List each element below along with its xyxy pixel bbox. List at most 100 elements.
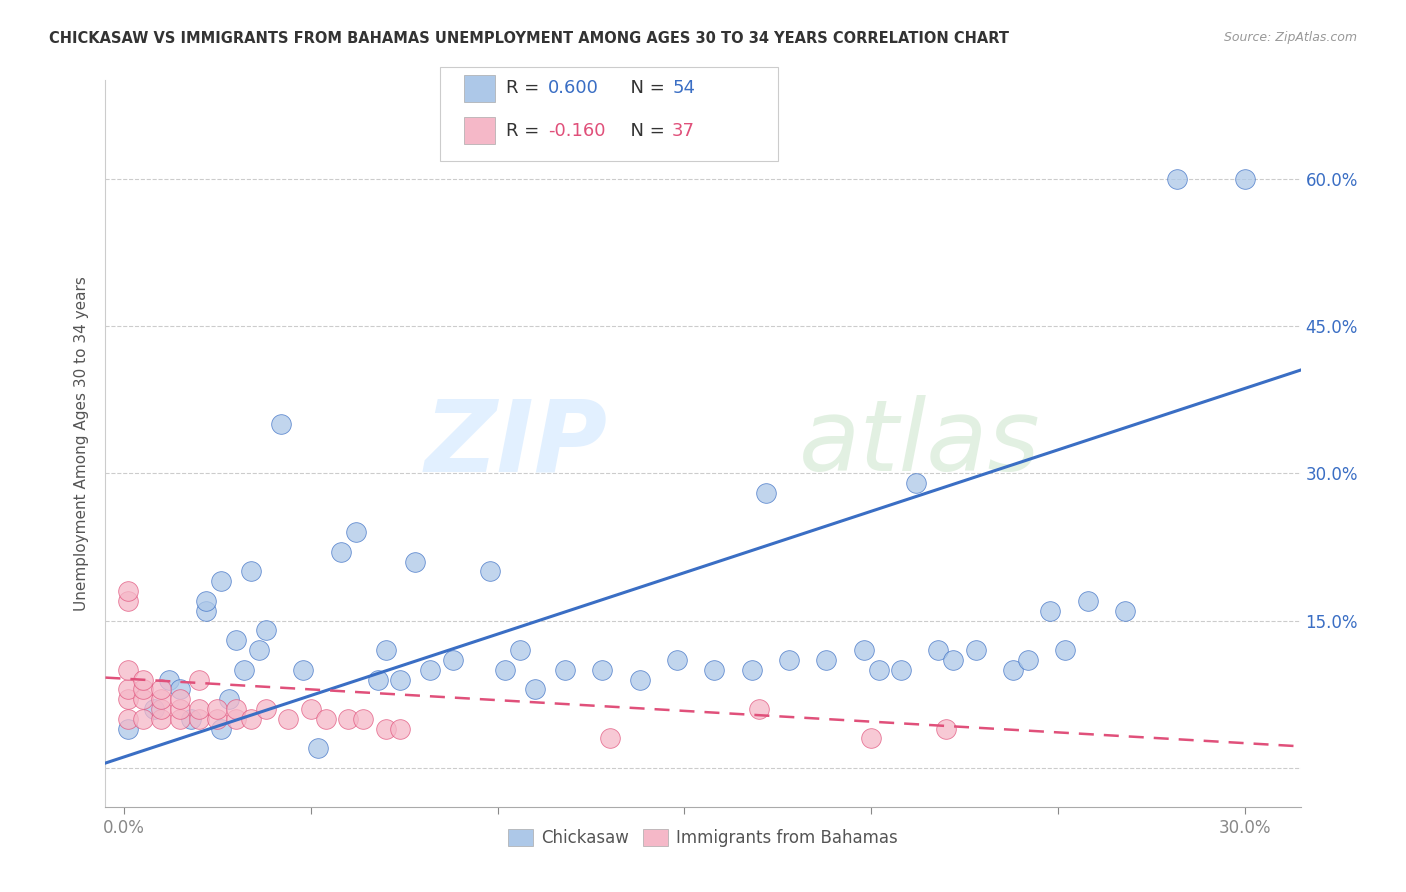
Point [240, 565, 263, 579]
Point [195, 604, 218, 618]
Point [337, 712, 360, 726]
Point [367, 673, 389, 687]
Point [299, 702, 322, 716]
Point [344, 525, 367, 540]
Point [150, 702, 173, 716]
Point [1001, 663, 1024, 677]
Point [523, 682, 546, 697]
Text: 0.600: 0.600 [548, 79, 599, 97]
Point [132, 692, 155, 706]
Point [254, 624, 277, 638]
Point [254, 702, 277, 716]
Point [117, 663, 139, 677]
Point [494, 663, 516, 677]
Point [755, 486, 778, 500]
Point [157, 673, 180, 687]
Point [209, 722, 232, 736]
Point [852, 643, 875, 657]
Text: CHICKASAW VS IMMIGRANTS FROM BAHAMAS UNEMPLOYMENT AMONG AGES 30 TO 34 YEARS CORR: CHICKASAW VS IMMIGRANTS FROM BAHAMAS UNE… [49, 31, 1010, 46]
Point [404, 555, 426, 569]
Point [389, 673, 412, 687]
Point [1039, 604, 1062, 618]
Point [374, 722, 396, 736]
Point [509, 643, 531, 657]
Text: 54: 54 [672, 79, 695, 97]
Point [207, 702, 229, 716]
Point [748, 702, 770, 716]
Text: ZIP: ZIP [425, 395, 607, 492]
Point [117, 682, 139, 697]
Point [815, 653, 838, 667]
Point [441, 653, 464, 667]
Point [868, 663, 890, 677]
Point [169, 712, 191, 726]
Point [117, 584, 139, 599]
Point [132, 712, 155, 726]
Point [187, 702, 209, 716]
Point [927, 643, 949, 657]
Point [479, 565, 502, 579]
Point [225, 712, 247, 726]
Point [703, 663, 725, 677]
Point [150, 692, 173, 706]
Point [292, 663, 315, 677]
Point [270, 417, 292, 431]
Point [890, 663, 912, 677]
Point [169, 682, 191, 697]
Point [778, 653, 800, 667]
Point [225, 702, 247, 716]
Text: N =: N = [619, 79, 671, 97]
Point [591, 663, 613, 677]
Point [132, 682, 155, 697]
Point [207, 712, 229, 726]
Point [1166, 171, 1188, 186]
Text: N =: N = [619, 121, 671, 140]
Point [860, 731, 883, 746]
Point [209, 574, 232, 589]
Point [315, 712, 337, 726]
Point [329, 545, 352, 559]
Text: Source: ZipAtlas.com: Source: ZipAtlas.com [1223, 31, 1357, 45]
Point [741, 663, 763, 677]
Point [232, 663, 254, 677]
Point [180, 712, 202, 726]
Text: R =: R = [506, 121, 546, 140]
Point [117, 692, 139, 706]
Point [225, 633, 247, 648]
Point [117, 594, 139, 608]
Point [143, 702, 166, 716]
Y-axis label: Unemployment Among Ages 30 to 34 years: Unemployment Among Ages 30 to 34 years [75, 277, 90, 611]
Point [628, 673, 651, 687]
Point [942, 653, 965, 667]
Point [187, 712, 209, 726]
Point [150, 712, 173, 726]
Point [1054, 643, 1077, 657]
Point [277, 712, 299, 726]
Point [965, 643, 987, 657]
Point [132, 673, 155, 687]
Point [419, 663, 441, 677]
Text: atlas: atlas [799, 395, 1040, 492]
Point [117, 712, 139, 726]
Point [218, 692, 240, 706]
Point [169, 692, 191, 706]
Point [187, 673, 209, 687]
Point [150, 682, 173, 697]
Point [1114, 604, 1136, 618]
Text: -0.160: -0.160 [548, 121, 606, 140]
Point [352, 712, 374, 726]
Point [169, 702, 191, 716]
Point [554, 663, 576, 677]
Point [599, 731, 621, 746]
Point [1017, 653, 1039, 667]
Point [240, 712, 263, 726]
Text: R =: R = [506, 79, 546, 97]
Point [1077, 594, 1099, 608]
Point [935, 722, 957, 736]
Point [307, 741, 329, 756]
Point [195, 594, 218, 608]
Point [247, 643, 270, 657]
Point [665, 653, 688, 667]
Legend: Chickasaw, Immigrants from Bahamas: Chickasaw, Immigrants from Bahamas [502, 822, 904, 854]
Text: 37: 37 [672, 121, 695, 140]
